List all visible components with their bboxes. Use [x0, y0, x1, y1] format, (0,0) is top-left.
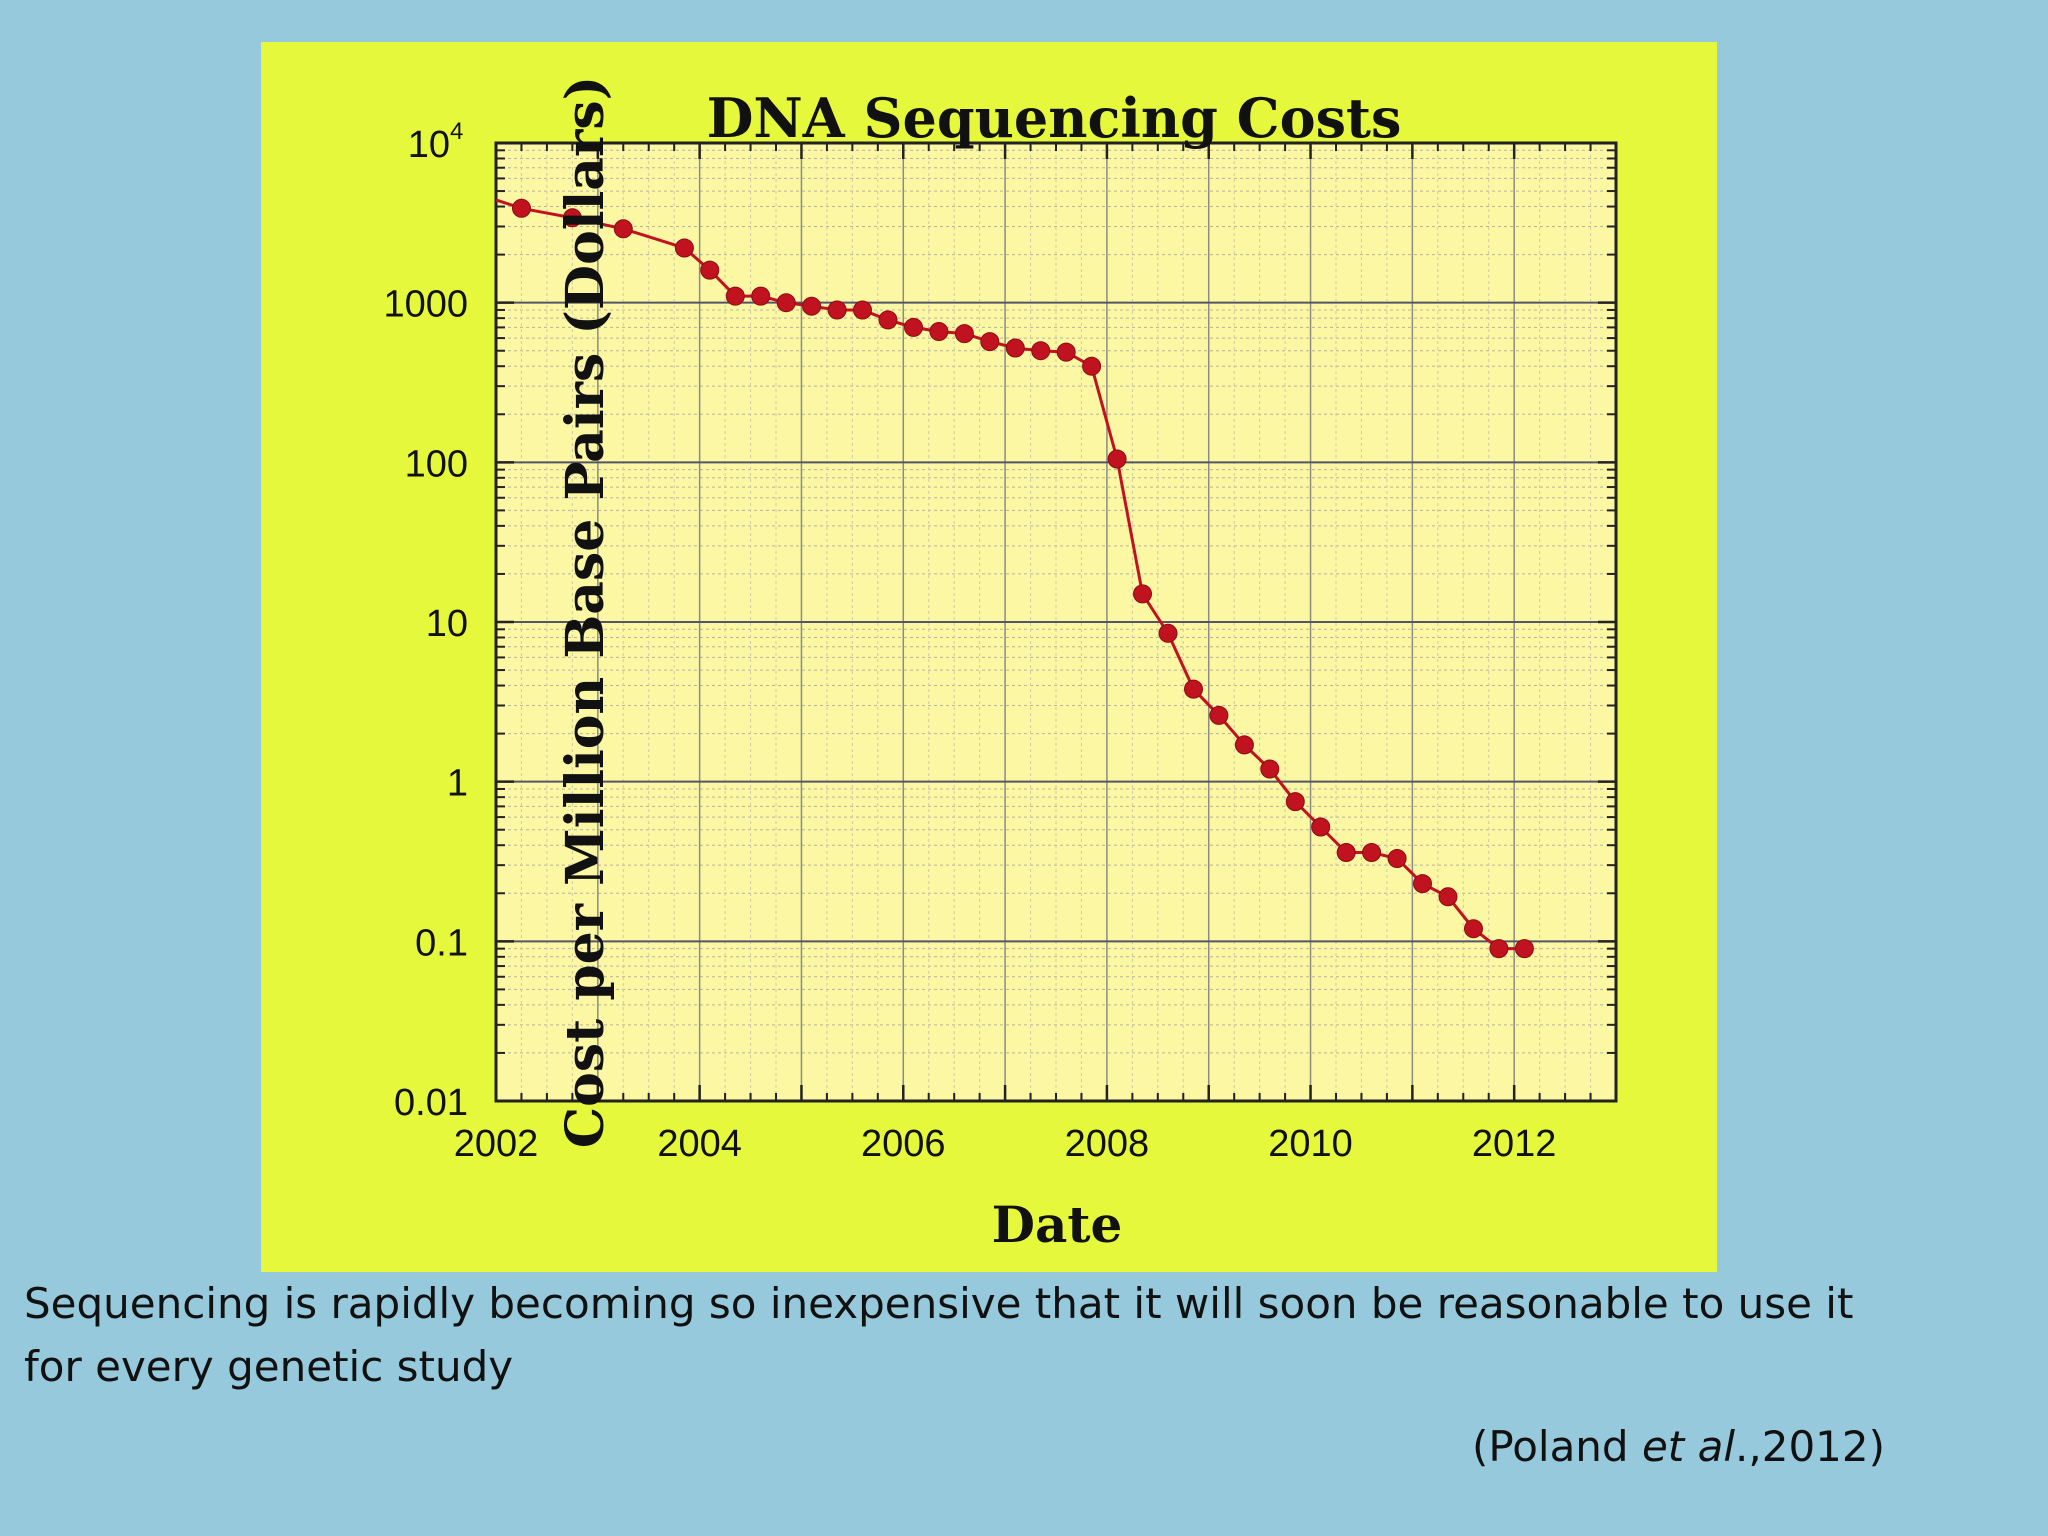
data-point	[878, 310, 898, 330]
data-point	[700, 260, 720, 280]
data-point	[1158, 623, 1178, 643]
y-tick-label: 100	[405, 443, 468, 485]
data-point	[1005, 338, 1025, 358]
x-tick-label: 2006	[861, 1123, 946, 1165]
data-point	[929, 322, 949, 341]
data-point	[1107, 449, 1127, 469]
slide-caption: Sequencing is rapidly becoming so inexpe…	[24, 1279, 1854, 1391]
data-point	[853, 300, 872, 320]
data-point	[1056, 342, 1076, 362]
data-point	[674, 238, 694, 258]
x-tick-label: 2008	[1065, 1123, 1150, 1165]
data-point	[1362, 843, 1382, 862]
data-point	[954, 324, 974, 344]
plot-frame	[494, 141, 1618, 1103]
data-point	[904, 317, 923, 337]
x-tick-label: 2010	[1268, 1123, 1353, 1165]
data-point	[1336, 843, 1356, 862]
data-point	[1082, 356, 1102, 376]
data-point	[751, 286, 771, 306]
data-point	[613, 219, 633, 239]
data-point	[1133, 584, 1152, 604]
x-tick-labels: 2002 2004 2006 2008 2010 2012	[454, 1123, 1557, 1165]
data-point	[1438, 887, 1458, 907]
y-tick-label-exponent: 4	[450, 118, 463, 145]
data-point	[1184, 679, 1203, 699]
data-point	[776, 293, 796, 313]
citation-prefix: (Poland	[1471, 1422, 1642, 1471]
data-point	[827, 300, 847, 320]
y-axis-label: Cost per Million Base Pairs (Dollars)	[555, 76, 616, 1148]
data-point	[1387, 849, 1407, 868]
data-point	[1413, 874, 1432, 894]
data-point	[1031, 341, 1051, 361]
x-tick-label: 2012	[1472, 1123, 1557, 1165]
chart-title: DNA Sequencing Costs	[707, 86, 1402, 150]
data-point	[1260, 759, 1280, 779]
data-point	[562, 208, 582, 228]
y-tick-label: 0.1	[415, 922, 468, 964]
data-point	[1489, 939, 1509, 959]
chart-panel: 0.01 0.1 1 10 100 1000 10 4 2002 2004 2006 2008 201…	[261, 42, 1717, 1272]
data-point	[1234, 735, 1254, 755]
data-point	[1514, 939, 1534, 959]
y-tick-label: 10	[408, 124, 450, 166]
x-axis-label: Date	[992, 1195, 1123, 1254]
y-tick-label: 0.01	[394, 1082, 468, 1124]
x-tick-label: 2004	[657, 1123, 742, 1165]
citation-italic: et al	[1641, 1422, 1736, 1471]
data-point	[1464, 919, 1483, 939]
data-point	[1285, 792, 1305, 812]
data-point	[980, 332, 1000, 352]
y-tick-label: 1	[447, 763, 468, 805]
data-point	[1209, 705, 1229, 725]
series-points	[512, 198, 1534, 959]
x-tick-label: 2002	[454, 1123, 539, 1165]
y-tick-label: 1000	[383, 284, 468, 326]
y-tick-label: 10	[426, 603, 468, 645]
citation-suffix: .,2012)	[1735, 1422, 1885, 1471]
citation: (Poland et al.,2012)	[1472, 1422, 1885, 1471]
data-point	[725, 286, 745, 306]
data-point	[1311, 817, 1331, 837]
data-point	[512, 198, 531, 218]
data-point	[802, 296, 822, 316]
